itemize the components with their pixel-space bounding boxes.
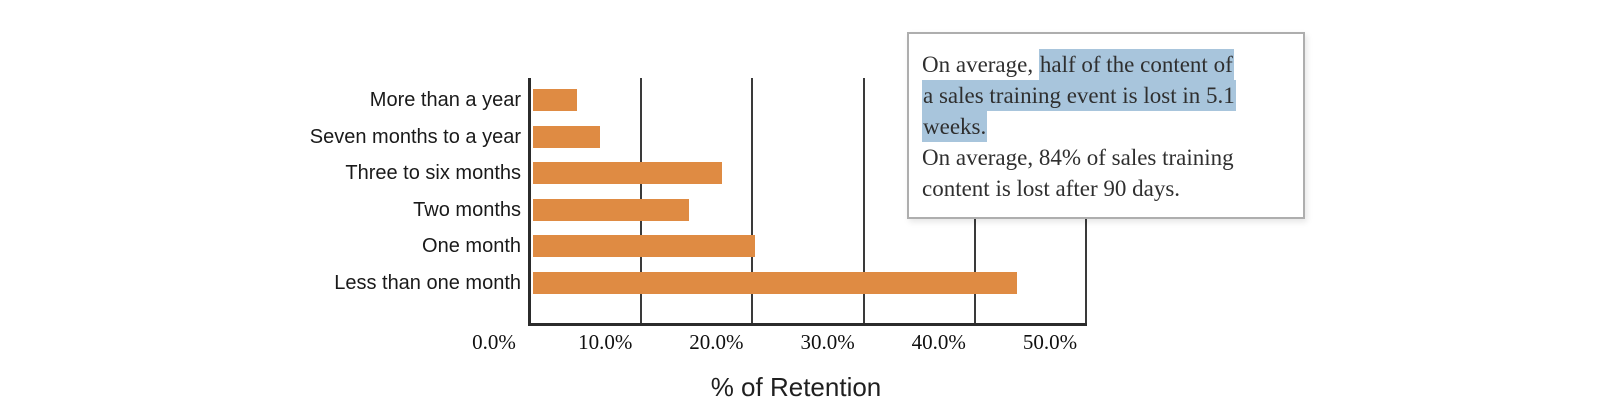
bar-two-months bbox=[533, 198, 689, 221]
bar-seven-months-to-a-year bbox=[533, 125, 600, 148]
y-axis-label-one-month: One month bbox=[422, 235, 521, 257]
x-tick-30.0pct: 30.0% bbox=[800, 330, 855, 354]
x-tick-20.0pct: 20.0% bbox=[689, 330, 744, 354]
text-segment: On average, bbox=[922, 52, 1039, 77]
y-axis-label-seven-months-to-a-year: Seven months to a year bbox=[309, 125, 521, 148]
bar-more-than-a-year bbox=[533, 89, 578, 111]
y-axis-label-more-than-a-year: More than a year bbox=[369, 89, 521, 111]
x-tick-0.0pct: 0.0% bbox=[472, 330, 516, 354]
text-segment: content is lost after 90 days. bbox=[922, 176, 1181, 201]
bar-one-month bbox=[533, 235, 756, 257]
gridline-20.0pct bbox=[751, 78, 754, 323]
bar-less-than-one-month bbox=[533, 271, 1017, 294]
gridline-30.0pct bbox=[862, 78, 865, 323]
annotation-line-4: On average, 84% of sales training bbox=[922, 142, 1291, 173]
highlighted-text-segment: a sales training event is lost in 5.1 bbox=[922, 80, 1236, 111]
x-tick-50.0pct: 50.0% bbox=[1022, 330, 1078, 354]
annotation-line-3: weeks. bbox=[922, 111, 1291, 142]
x-tick-40.0pct: 40.0% bbox=[911, 330, 966, 354]
highlighted-text-segment: weeks. bbox=[922, 111, 988, 142]
x-tick-10.0pct: 10.0% bbox=[578, 330, 633, 354]
bar-three-to-six-months bbox=[533, 162, 723, 184]
y-axis-label-three-to-six-months: Three to six months bbox=[345, 162, 521, 184]
highlighted-text-segment: half of the content of bbox=[1038, 49, 1234, 80]
annotation-box: On average, half of the content of a sale… bbox=[907, 32, 1305, 219]
y-axis-label-two-months: Two months bbox=[413, 198, 521, 221]
x-axis-title: % of Retention bbox=[710, 372, 882, 402]
text-segment: On average, 84% of sales training bbox=[922, 145, 1234, 170]
y-axis-label-less-than-one-month: Less than one month bbox=[334, 271, 521, 294]
annotation-line-1: On average, half of the content of bbox=[922, 49, 1291, 80]
annotation-line-5: content is lost after 90 days. bbox=[922, 173, 1291, 204]
annotation-line-2: a sales training event is lost in 5.1 bbox=[922, 80, 1291, 111]
